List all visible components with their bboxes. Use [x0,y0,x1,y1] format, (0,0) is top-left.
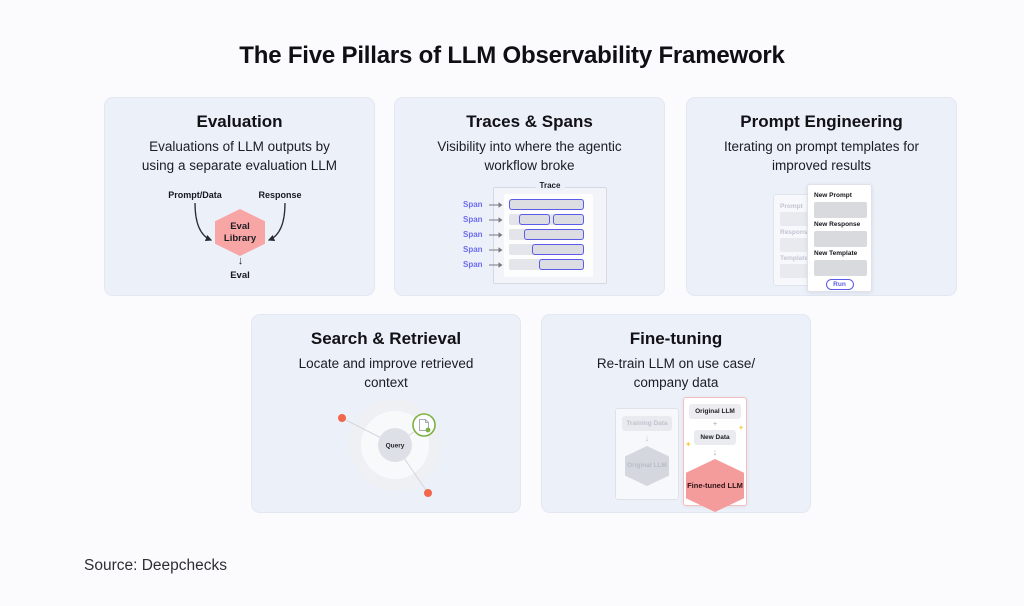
span-bar [509,199,584,210]
card-fine-tuning: Fine-tuning Re-train LLM on use case/ co… [541,314,811,513]
span-track [509,199,584,210]
arrow-down-icon: ↓ [712,447,718,457]
sparkle-icon: ✦ [738,425,744,432]
span-bar [552,214,584,225]
card-fine-tuning-title: Fine-tuning [629,329,723,348]
query-label: Query [386,443,405,450]
retrieval-radar-diagram: Query [338,399,441,497]
span-track [509,214,584,225]
response-label: Response [258,190,302,200]
span-bar [531,244,584,255]
arrow-down-icon: ↓ [644,433,650,443]
fine-tuning-panel: Original LLM + ✦ ✦ New Data ↓ Fine-tuned… [683,397,747,512]
new-prompt-label: New Prompt [814,192,852,199]
card-traces-title: Traces & Spans [466,112,593,131]
result-dot [424,489,432,497]
span-label: Span [463,245,483,254]
original-llm-label: Original LLM [627,461,667,469]
arrow-right-icon [489,201,509,209]
response-label: Response [780,229,812,236]
card-fine-tuning-description: Re-train LLM on use case/ company data [596,356,756,391]
new-response-label: New Response [814,221,861,228]
training-data-chip: Training Data [622,416,672,431]
span-label: Span [463,215,483,224]
trace-span-row: Span [463,229,584,240]
new-data-group: ✦ ✦ New Data [685,425,744,449]
new-prompt-field [814,202,867,218]
span-track [509,244,584,255]
new-data-chip: New Data [694,430,736,445]
card-traces-description: Visibility into where the agentic workfl… [437,139,622,174]
new-prompt-panel: New Prompt New Response New Template Run [807,184,872,292]
trace-span-row: Span [463,199,584,210]
trace-span-row: Span [463,259,584,270]
trace-label: Trace [535,181,565,190]
run-button: Run [825,279,854,290]
evaluation-diagram: Prompt/Data Response Eval Library ↓ Eval [105,98,374,295]
fine-tuned-llm-label: Fine-tuned LLM [687,480,743,490]
card-prompt-engineering-description: Iterating on prompt templates for improv… [723,139,920,174]
document-icon [412,413,436,437]
original-llm-chip: Original LLM [689,404,741,419]
arrow-right-icon [489,246,509,254]
span-track [509,229,584,240]
card-prompt-engineering-title: Prompt Engineering [740,112,903,131]
eval-output-label: Eval [230,270,250,281]
plus-icon: + [712,421,718,428]
span-label: Span [463,230,483,239]
card-search-retrieval-description: Locate and improve retrieved context [298,356,474,391]
span-bar [518,214,550,225]
prompt-label: Prompt [780,203,803,210]
source-attribution: Source: Deepchecks [84,556,228,574]
arrow-down-icon: ↓ [237,255,244,267]
prompt-data-label: Prompt/Data [168,190,222,200]
card-traces-spans: Traces & Spans Visibility into where the… [394,97,665,296]
new-template-field [814,260,867,276]
trace-rows: Span Span Span Span Span [463,199,584,274]
card-evaluation: Evaluation Evaluations of LLM outputs by… [104,97,375,296]
card-evaluation-title: Evaluation [196,112,283,131]
eval-library-label: Eval Library [223,220,257,244]
template-label: Template [780,255,809,262]
span-track [509,259,584,270]
original-llm-hexagon: Original LLM [625,446,669,486]
span-label: Span [463,260,483,269]
result-dot [338,414,346,422]
trace-span-row: Span [463,244,584,255]
arrow-right-icon [489,231,509,239]
original-training-panel: Training Data ↓ Original LLM [615,408,679,500]
span-label: Span [463,200,483,209]
card-evaluation-description: Evaluations of LLM outputs by using a se… [141,139,338,174]
card-search-retrieval: Search & Retrieval Locate and improve re… [251,314,521,513]
span-bar [524,229,584,240]
flow-arrows-icon [194,202,286,242]
card-prompt-engineering: Prompt Engineering Iterating on prompt t… [686,97,957,296]
new-response-field [814,231,867,247]
sparkle-icon: ✦ [685,440,692,449]
trace-span-row: Span [463,214,584,225]
span-bar [539,259,584,270]
page-title: The Five Pillars of LLM Observability Fr… [239,42,785,69]
query-circle [378,428,412,462]
fine-tuned-llm-hexagon: Fine-tuned LLM [686,459,744,512]
arrow-right-icon [489,216,509,224]
arrow-right-icon [489,261,509,269]
new-template-label: New Template [814,250,858,257]
card-search-retrieval-title: Search & Retrieval [310,329,462,348]
